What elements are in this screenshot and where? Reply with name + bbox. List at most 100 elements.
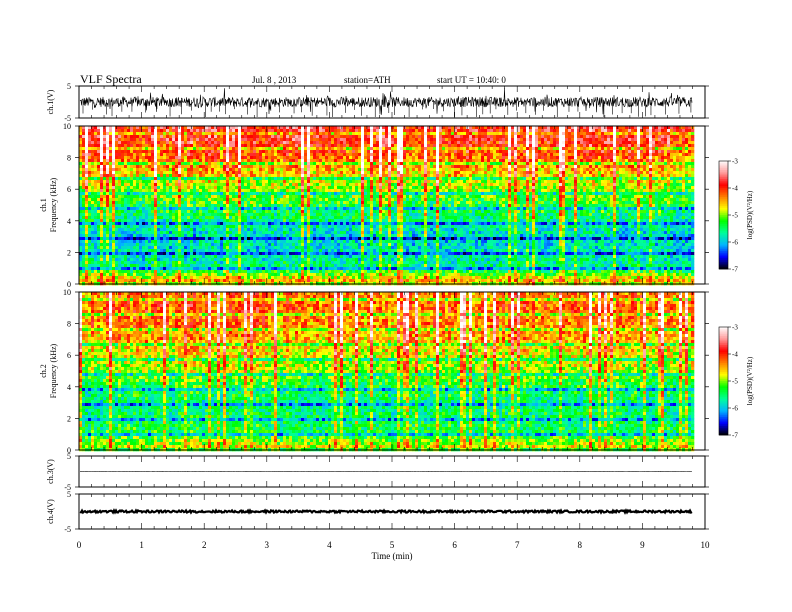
spectrogram-cell bbox=[409, 183, 413, 187]
spectrogram-cell bbox=[268, 147, 272, 151]
spectrogram-cell bbox=[217, 162, 221, 166]
spectrogram-cell bbox=[565, 135, 569, 139]
spectrogram-cell bbox=[595, 129, 599, 133]
spectrogram-cell bbox=[688, 153, 692, 157]
spectrogram-cell bbox=[469, 177, 473, 181]
spectrogram-cell bbox=[526, 177, 530, 181]
spectrogram-cell bbox=[229, 186, 233, 190]
spectrogram-cell bbox=[334, 186, 338, 190]
spectrogram-cell bbox=[415, 132, 419, 136]
spectrogram-cell bbox=[223, 156, 227, 160]
spectrogram-cell bbox=[406, 147, 410, 151]
spectrogram-cell bbox=[301, 144, 305, 148]
spectrogram-cell bbox=[301, 195, 305, 199]
spectrogram-cell bbox=[229, 180, 233, 184]
spectrogram-cell bbox=[193, 177, 197, 181]
spectrogram-cell bbox=[502, 192, 506, 196]
spectrogram-cell bbox=[214, 186, 218, 190]
spectrogram-cell bbox=[274, 129, 278, 133]
spectrogram-cell bbox=[454, 162, 458, 166]
spectrogram-cell bbox=[409, 189, 413, 193]
spectrogram-cell bbox=[670, 126, 674, 130]
spectrogram-cell bbox=[82, 144, 86, 148]
spectrogram-cell bbox=[136, 174, 140, 178]
spectrogram-cell bbox=[172, 150, 176, 154]
spectrogram-cell bbox=[112, 162, 116, 166]
spectrogram-cell bbox=[475, 141, 479, 145]
spectrogram-cell bbox=[520, 129, 524, 133]
spectrogram-cell bbox=[568, 153, 572, 157]
spectrogram-cell bbox=[169, 144, 173, 148]
spectrogram-cell bbox=[496, 192, 500, 196]
spectrogram-cell bbox=[280, 135, 284, 139]
spectrogram-cell bbox=[673, 144, 677, 148]
spectrogram-cell bbox=[607, 132, 611, 136]
spectrogram-cell bbox=[622, 180, 626, 184]
spectrogram-cell bbox=[511, 159, 515, 163]
spectrogram-cell bbox=[595, 144, 599, 148]
spectrogram-cell bbox=[148, 162, 152, 166]
spectrogram-cell bbox=[424, 189, 428, 193]
spectrogram-cell bbox=[226, 138, 230, 142]
spectrogram-cell bbox=[241, 153, 245, 157]
spectrogram-cell bbox=[478, 177, 482, 181]
spectrogram-cell bbox=[619, 141, 623, 145]
spectrogram-cell bbox=[184, 153, 188, 157]
spectrogram-cell bbox=[166, 150, 170, 154]
spectrogram-cell bbox=[190, 138, 194, 142]
spectrogram-cell bbox=[649, 192, 653, 196]
spectrogram-cell bbox=[556, 192, 560, 196]
spectrogram-cell bbox=[625, 141, 629, 145]
spectrogram-cell bbox=[163, 156, 167, 160]
spectrogram-cell bbox=[124, 171, 128, 175]
spectrogram-cell bbox=[322, 189, 326, 193]
spectrogram-cell bbox=[490, 138, 494, 142]
spectrogram-cell bbox=[409, 138, 413, 142]
spectrogram-cell bbox=[85, 144, 89, 148]
spectrogram-cell bbox=[664, 147, 668, 151]
spectrogram-cell bbox=[172, 192, 176, 196]
spectrogram-cell bbox=[442, 162, 446, 166]
spectrogram-cell bbox=[292, 183, 296, 187]
spectrogram-cell bbox=[91, 132, 95, 136]
spectrogram-cell bbox=[391, 126, 395, 130]
spectrogram-cell bbox=[178, 141, 182, 145]
spectrogram-cell bbox=[235, 189, 239, 193]
spectrogram-cell bbox=[508, 171, 512, 175]
spectrogram-cell bbox=[412, 183, 416, 187]
spectrogram-cell bbox=[301, 186, 305, 190]
spectrogram-cell bbox=[418, 147, 422, 151]
spectrogram-cell bbox=[382, 162, 386, 166]
spectrogram-cell bbox=[436, 138, 440, 142]
spectrogram-cell bbox=[346, 195, 350, 199]
spectrogram-cell bbox=[100, 144, 104, 148]
spectrogram-cell bbox=[82, 138, 86, 142]
spectrogram-cell bbox=[400, 132, 404, 136]
spectrogram-cell bbox=[439, 141, 443, 145]
spectrogram-cell bbox=[397, 144, 401, 148]
spectrogram-cell bbox=[679, 156, 683, 160]
spectrogram-cell bbox=[634, 183, 638, 187]
spectrogram-cell bbox=[154, 183, 158, 187]
spectrogram-cell bbox=[88, 144, 92, 148]
spectrogram-cell bbox=[580, 129, 584, 133]
spectrogram-cell bbox=[517, 153, 521, 157]
spectrogram-cell bbox=[352, 180, 356, 184]
spectrogram-cell bbox=[454, 183, 458, 187]
spectrogram-cell bbox=[595, 132, 599, 136]
spectrogram-cell bbox=[676, 180, 680, 184]
spectrogram-cell bbox=[388, 135, 392, 139]
spectrogram-cell bbox=[445, 135, 449, 139]
spectrogram-cell bbox=[166, 147, 170, 151]
spectrogram-cell bbox=[148, 165, 152, 169]
spectrogram-cell bbox=[691, 186, 695, 190]
spectrogram-cell bbox=[565, 168, 569, 172]
spectrogram-cell bbox=[511, 153, 515, 157]
spectrogram-cell bbox=[661, 144, 665, 148]
spectrogram-cell bbox=[595, 183, 599, 187]
spectrogram-cell bbox=[268, 192, 272, 196]
spectrogram-cell bbox=[625, 135, 629, 139]
spectrogram-cell bbox=[412, 153, 416, 157]
spectrogram-cell bbox=[421, 138, 425, 142]
spectrogram-cell bbox=[337, 162, 341, 166]
